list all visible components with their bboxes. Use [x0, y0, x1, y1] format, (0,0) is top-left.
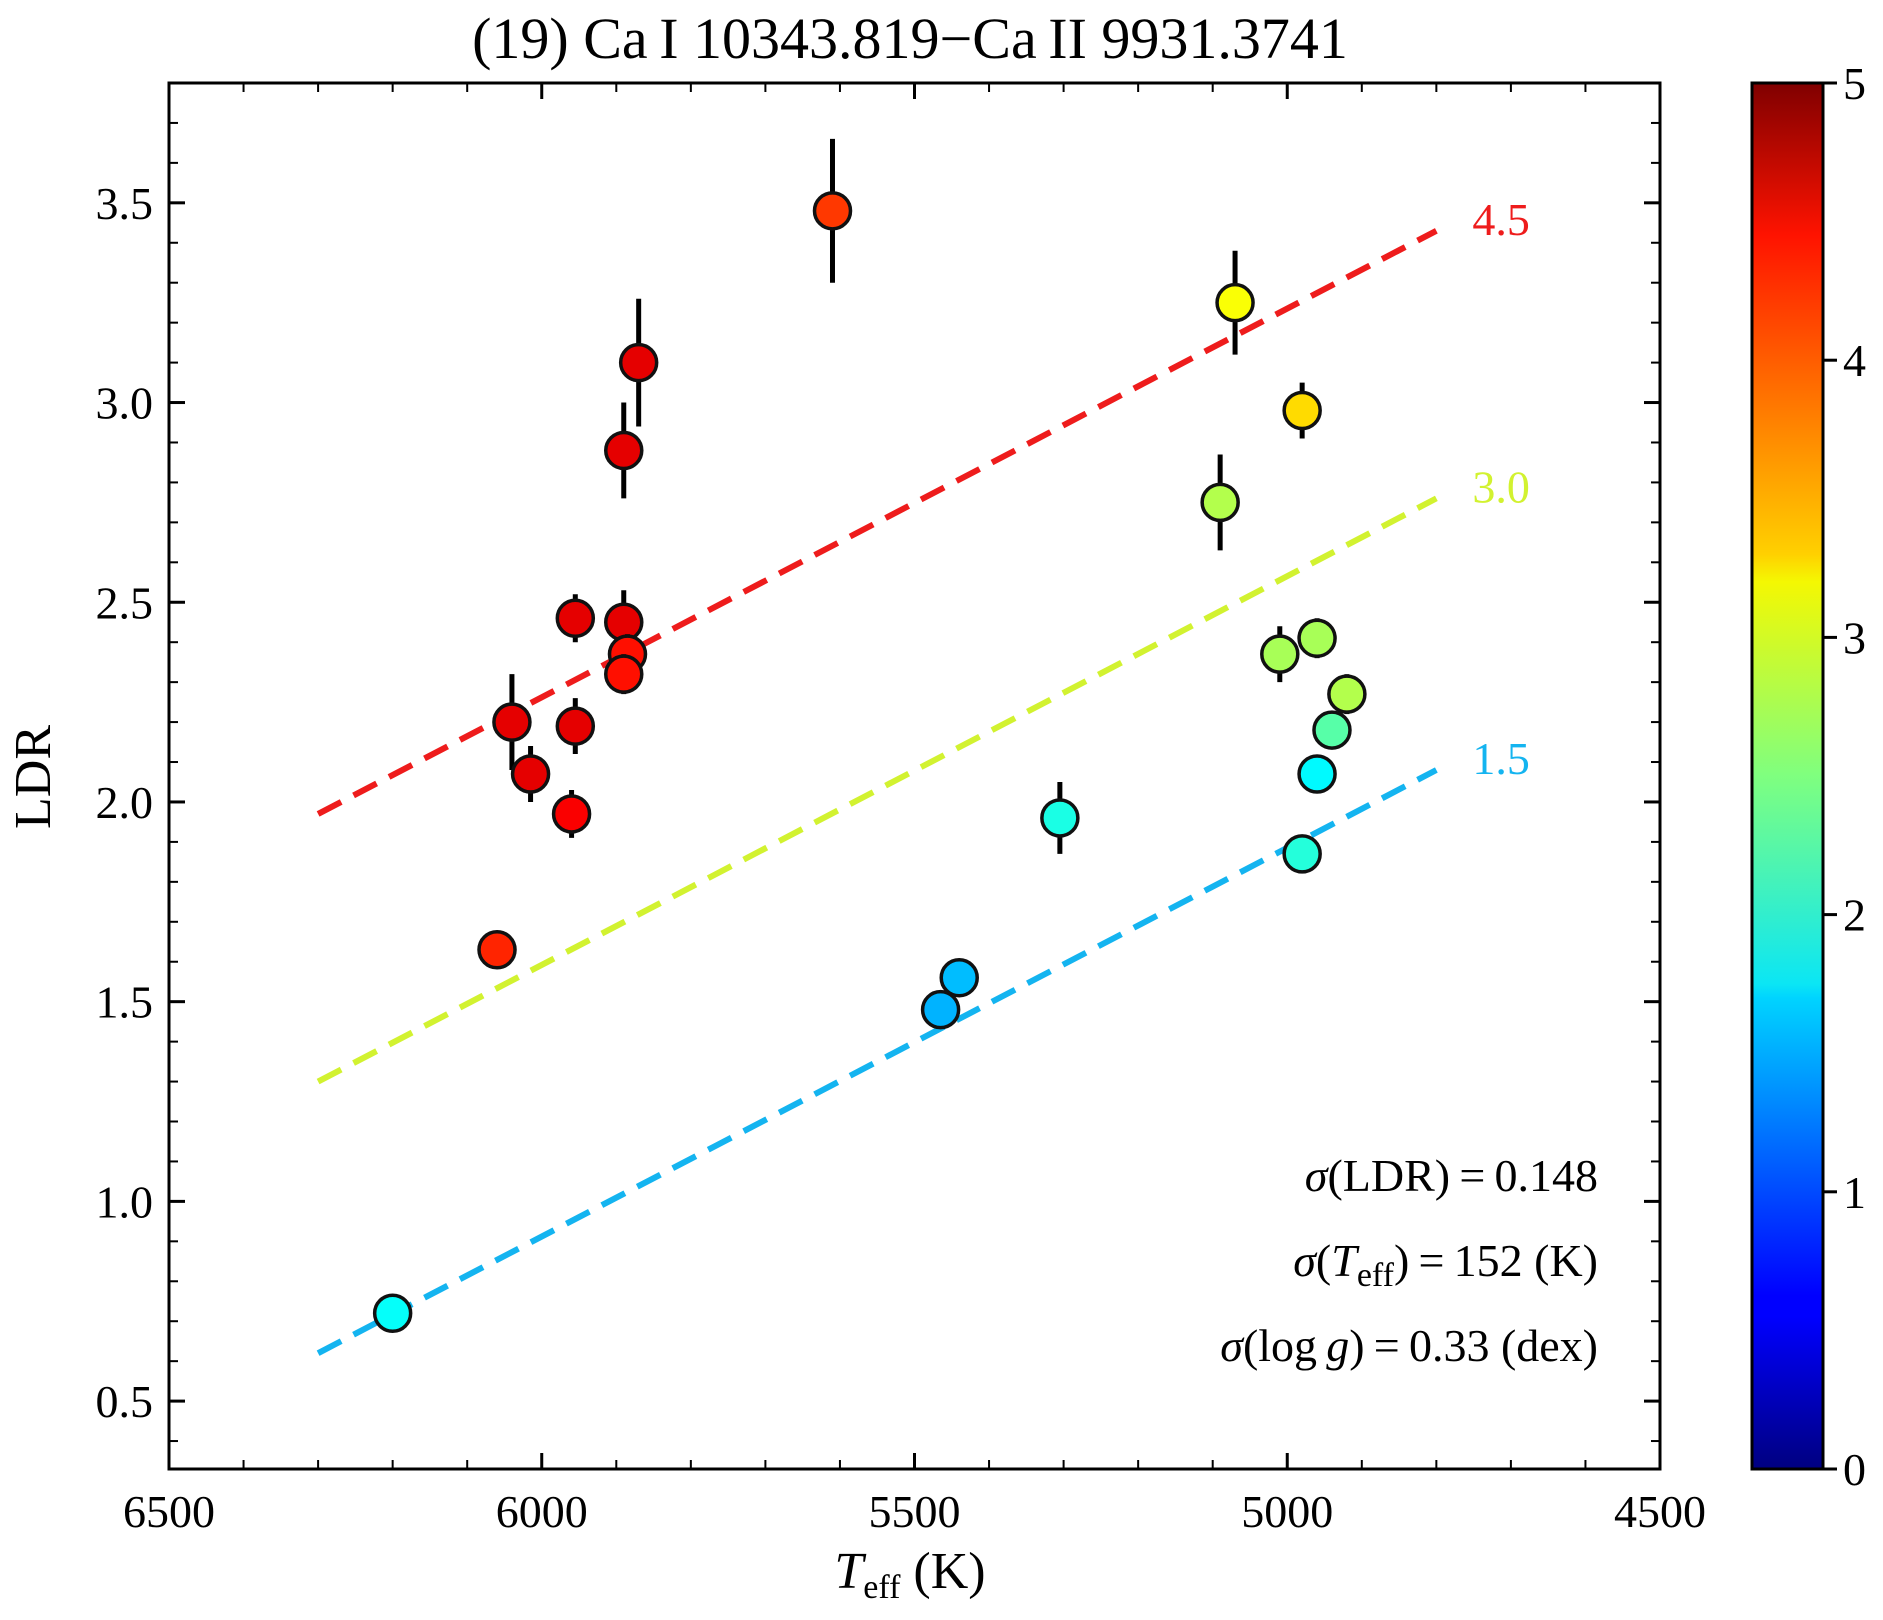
- x-axis-label-symbol: T: [834, 1543, 866, 1600]
- stat-line: σ(Teff) = 152 (K): [1293, 1235, 1598, 1294]
- data-point: [1297, 754, 1337, 794]
- data-point: [1040, 798, 1080, 838]
- data-point: [604, 654, 644, 694]
- data-point: [920, 989, 961, 1030]
- fit-line-label: 3.0: [1472, 461, 1530, 512]
- x-axis-label-subscript: eff: [863, 1569, 901, 1606]
- stat-line: σ(log g) = 0.33 (dex): [1220, 1320, 1598, 1371]
- x-tick-label: 6500: [123, 1486, 215, 1537]
- x-tick-label: 6000: [496, 1486, 588, 1537]
- y-tick-label: 2.5: [96, 577, 154, 628]
- data-point: [939, 957, 979, 998]
- y-axis: 0.5 1.0 1.5 2.0 2.5 3.0 3.5: [96, 121, 1660, 1443]
- data-point: [1297, 618, 1337, 658]
- x-axis: 6500 6000 5500 5000 4500: [123, 83, 1706, 1537]
- colorbar-tick-label: 3: [1843, 612, 1866, 663]
- y-tick-label: 3.5: [96, 178, 154, 229]
- chart-title: (19) Ca I 10343.819−Ca II 9931.3741: [472, 6, 1348, 71]
- x-tick-label: 5500: [869, 1486, 961, 1537]
- colorbar-tick-label: 2: [1843, 890, 1866, 941]
- x-axis-label-unit: (K): [900, 1543, 985, 1600]
- data-point: [372, 1293, 413, 1333]
- fit-line-logg-4.5: [316, 228, 1438, 817]
- data-point: [1215, 282, 1255, 323]
- fit-line-label: 4.5: [1472, 194, 1530, 245]
- fit-line-label: 1.5: [1472, 733, 1530, 784]
- data-point: [604, 430, 644, 471]
- statistics-annotation: σ(LDR) = 0.148 σ(Teff) = 152 (K) σ(log g) …: [1220, 1150, 1598, 1371]
- data-point: [1282, 390, 1322, 431]
- data-point: [1260, 634, 1300, 674]
- data-point: [1282, 834, 1322, 874]
- data-point: [812, 191, 853, 231]
- data-point: [555, 706, 596, 746]
- x-tick-label: 4500: [1614, 1486, 1706, 1537]
- y-tick-label: 1.5: [96, 977, 154, 1028]
- x-axis-label: Teff (K): [834, 1543, 985, 1606]
- colorbar-tick-label: 1: [1843, 1167, 1866, 1218]
- y-tick-label: 0.5: [96, 1376, 154, 1427]
- fit-line-logg-3.0: [316, 495, 1438, 1085]
- y-tick-label: 1.0: [96, 1176, 154, 1227]
- colorbar-axis: 0 1 2 3 4 5: [1823, 58, 1866, 1495]
- y-tick-label: 3.0: [96, 378, 154, 429]
- data-point: [492, 702, 532, 742]
- y-axis-label: LDR: [5, 725, 62, 829]
- colorbar-tick-label: 4: [1843, 335, 1866, 386]
- colorbar: [1750, 81, 1825, 1471]
- stat-line: σ(LDR) = 0.148: [1305, 1150, 1598, 1201]
- data-point: [618, 342, 659, 383]
- y-tick-label: 2.0: [96, 777, 154, 828]
- x-tick-label: 5000: [1241, 1486, 1333, 1537]
- data-points: [372, 138, 1367, 1333]
- data-point: [477, 929, 517, 970]
- data-point: [1327, 674, 1367, 714]
- data-point: [1200, 482, 1240, 523]
- data-point: [1312, 710, 1352, 750]
- fit-line-logg-1.5: [316, 767, 1438, 1356]
- data-point: [510, 754, 551, 794]
- colorbar-tick-label: 0: [1843, 1444, 1866, 1495]
- data-point: [551, 794, 592, 834]
- colorbar-tick-label: 5: [1843, 58, 1866, 109]
- data-point: [555, 598, 596, 638]
